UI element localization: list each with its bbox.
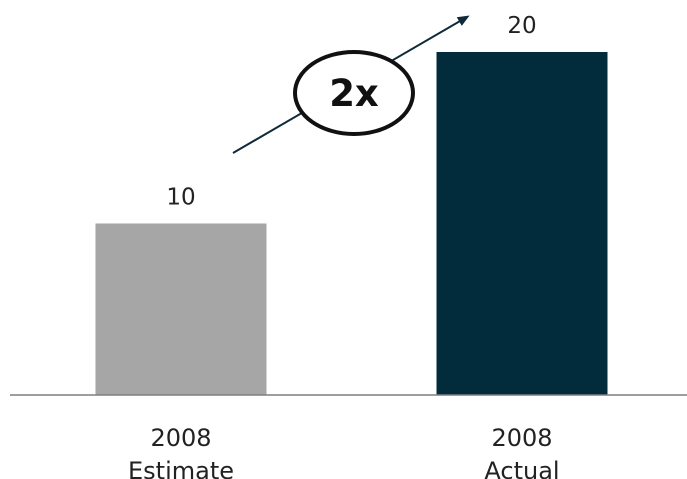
category-label-1-line-1: Actual [484,457,559,479]
category-label-1-line-0: 2008 [491,424,552,452]
category-label-0-line-0: 2008 [150,424,211,452]
category-label-0-line-1: Estimate [128,457,234,479]
value-label-0: 10 [166,185,195,211]
growth-annotation: 2x [232,15,470,154]
growth-ellipse [293,50,415,136]
growth-multiplier-label: 2x [329,72,379,115]
value-labels-layer: 10 20 [166,13,536,211]
value-label-1: 20 [507,13,536,39]
bars-layer [95,52,608,395]
category-labels-layer: 2008 Estimate 2008 Actual [128,424,560,479]
bar-0 [95,223,267,395]
bar-1 [436,52,608,395]
